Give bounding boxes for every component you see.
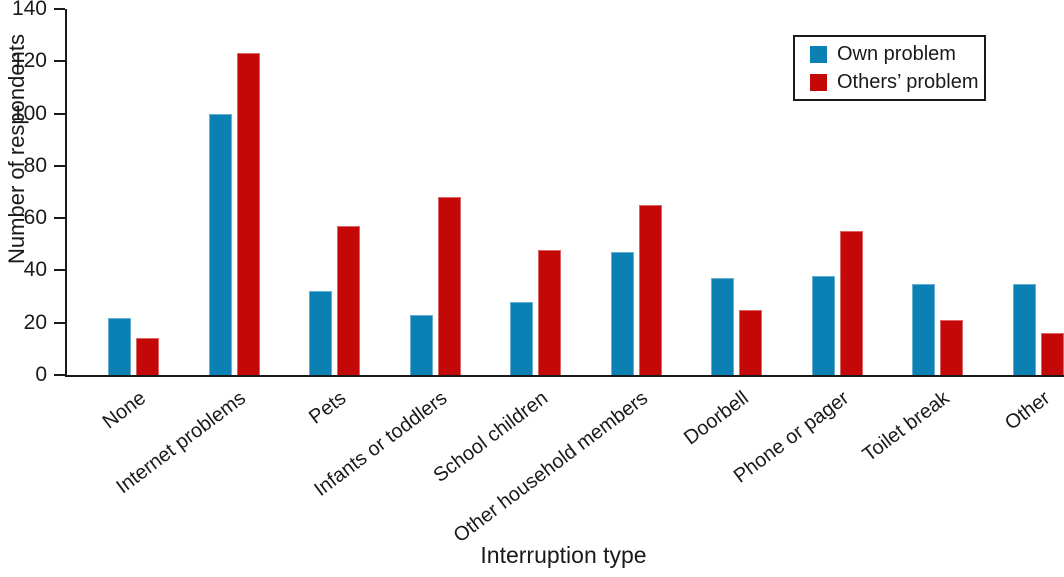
x-tick-label-pets: Pets bbox=[305, 387, 351, 429]
bar-own-problem-internet-problems bbox=[208, 113, 232, 375]
y-tick-120 bbox=[54, 60, 65, 63]
y-tick-60 bbox=[54, 217, 65, 220]
bar-others-problem-school-children bbox=[538, 249, 561, 375]
bar-own-problem-toilet-break bbox=[912, 283, 935, 375]
bar-own-problem-doorbell bbox=[711, 278, 734, 375]
legend-item-own-problem: Own problem bbox=[810, 43, 984, 65]
y-tick-100 bbox=[54, 112, 65, 115]
y-tick-label-100: 100 bbox=[11, 101, 47, 125]
bar-others-problem-toilet-break bbox=[940, 320, 963, 375]
legend-label-others-problem: Others’ problem bbox=[837, 71, 979, 93]
bar-own-problem-infants-or-toddlers bbox=[409, 314, 433, 375]
y-tick-label-120: 120 bbox=[11, 49, 47, 73]
bar-others-problem-phone-or-pager bbox=[839, 231, 863, 375]
bar-others-problem-other-household-members bbox=[638, 205, 662, 375]
bar-others-problem-doorbell bbox=[739, 309, 762, 375]
bar-others-problem-infants-or-toddlers bbox=[437, 197, 461, 375]
x-axis-title: Interruption type bbox=[480, 542, 647, 568]
y-tick-label-140: 140 bbox=[11, 0, 47, 20]
x-tick-label-toilet-break: Toilet break bbox=[858, 387, 954, 467]
bar-others-problem-pets bbox=[337, 226, 360, 375]
others-problem-swatch bbox=[810, 73, 827, 91]
legend: Own problem Others’ problem bbox=[793, 35, 986, 101]
y-tick-80 bbox=[54, 164, 65, 167]
bar-own-problem-other-household-members bbox=[610, 252, 634, 375]
y-tick-label-20: 20 bbox=[23, 310, 47, 334]
own-problem-swatch bbox=[810, 45, 827, 63]
bar-others-problem-other bbox=[1040, 333, 1064, 375]
plot-area: 0 20 40 60 80 100 120 140 None Internet problems P… bbox=[12, 0, 1064, 547]
y-tick-label-0: 0 bbox=[35, 363, 47, 386]
y-tick-0 bbox=[54, 374, 65, 376]
x-tick-label-none: None bbox=[98, 387, 150, 434]
x-tick-label-other: Other bbox=[1001, 387, 1055, 435]
y-tick-label-80: 80 bbox=[23, 153, 47, 177]
bar-own-problem-other bbox=[1012, 283, 1036, 375]
bar-own-problem-none bbox=[108, 317, 131, 375]
legend-item-others-problem: Others’ problem bbox=[810, 71, 984, 93]
bar-others-problem-none bbox=[136, 338, 159, 375]
y-tick-40 bbox=[54, 269, 65, 272]
bar-own-problem-pets bbox=[309, 291, 332, 375]
y-tick-20 bbox=[54, 321, 65, 324]
y-tick-label-60: 60 bbox=[23, 206, 47, 230]
y-tick-label-40: 40 bbox=[23, 258, 47, 282]
y-tick-140 bbox=[54, 8, 65, 10]
x-tick-label-other-household-members: Other household members bbox=[449, 387, 653, 548]
bar-own-problem-school-children bbox=[510, 301, 533, 375]
legend-label-own-problem: Own problem bbox=[837, 43, 956, 65]
x-tick-label-doorbell: Doorbell bbox=[680, 387, 753, 450]
bar-own-problem-phone-or-pager bbox=[811, 275, 835, 375]
bar-others-problem-internet-problems bbox=[236, 53, 260, 375]
